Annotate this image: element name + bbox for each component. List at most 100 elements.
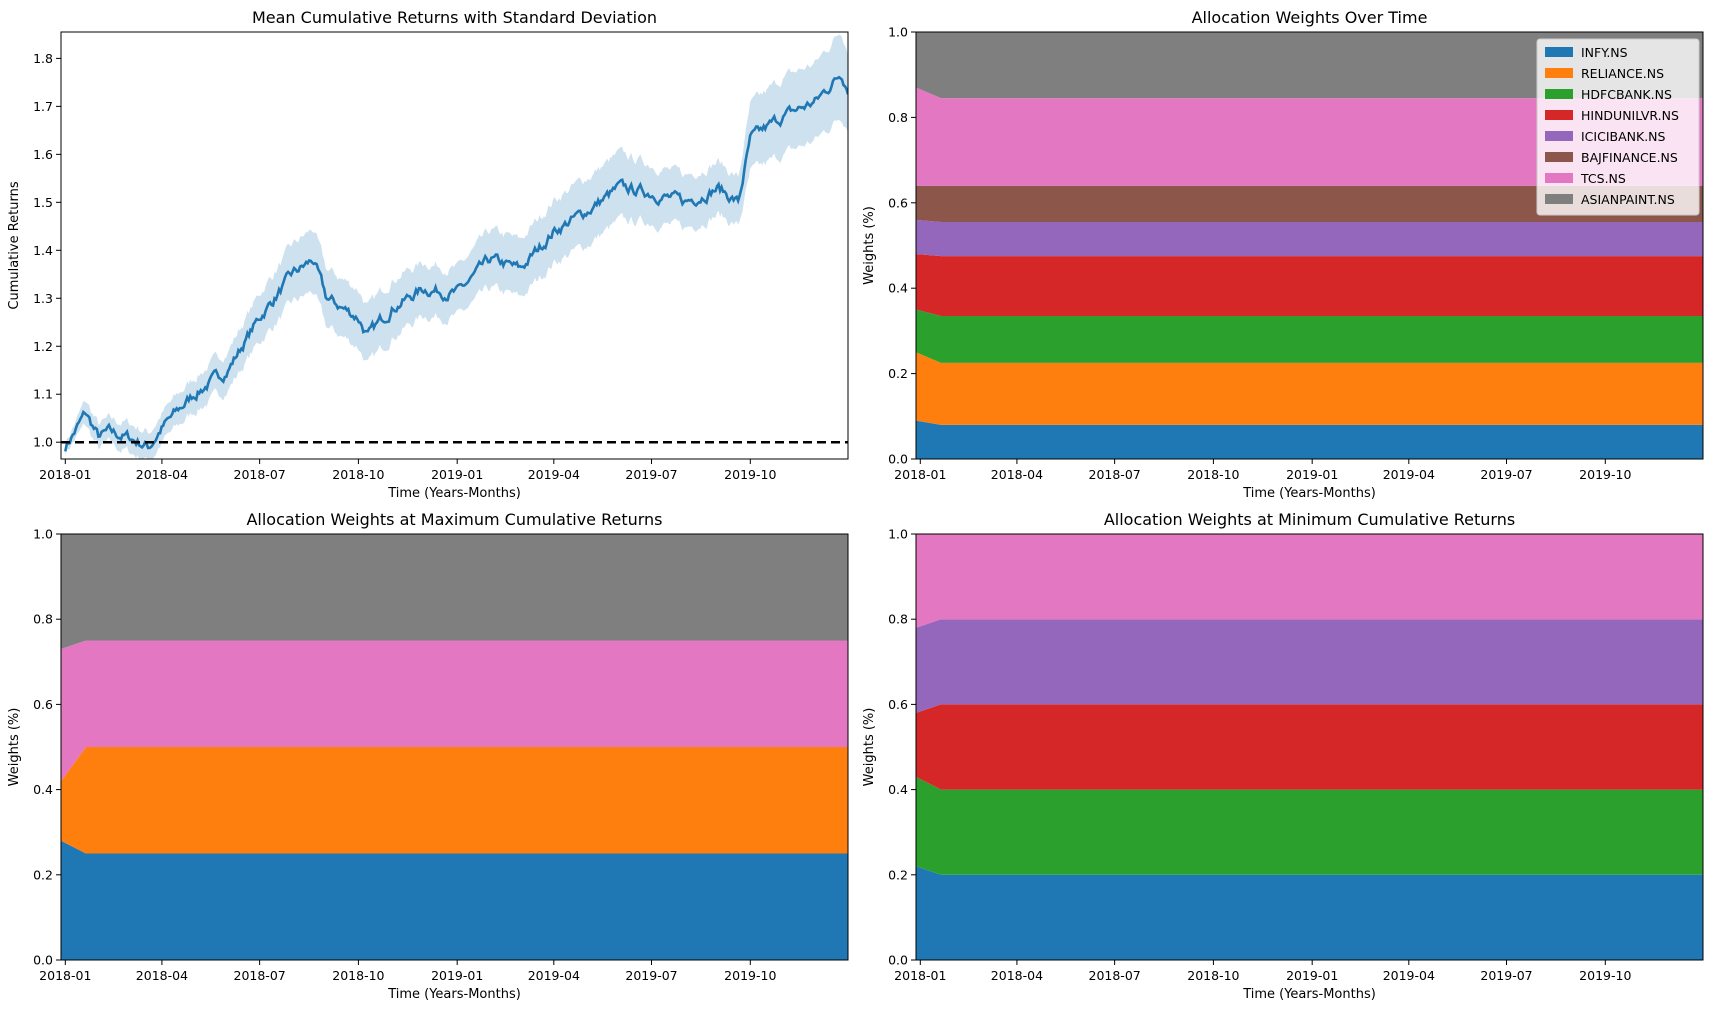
x-tick-label: 2018-10 xyxy=(332,467,384,482)
legend-label: HINDUNILVR.NS xyxy=(1581,108,1679,123)
plot-frame xyxy=(915,533,1704,961)
y-tick-label: 1.7 xyxy=(33,99,53,114)
x-tick-label: 2018-04 xyxy=(136,968,188,983)
area-tcs xyxy=(916,87,1703,186)
legend-swatch xyxy=(1545,68,1573,78)
y-tick-label: 1.8 xyxy=(33,51,53,66)
plot-frame xyxy=(915,31,1704,460)
y-tick-label: 1.0 xyxy=(33,527,53,542)
legend-swatch xyxy=(1545,89,1573,99)
x-tick-label: 2019-04 xyxy=(1383,968,1435,983)
area-tcs xyxy=(916,534,1703,628)
x-tick-label: 2019-04 xyxy=(528,968,580,983)
legend-label: ASIANPAINT.NS xyxy=(1581,192,1675,207)
x-tick-label: 2018-07 xyxy=(234,968,286,983)
x-tick-label: 2018-04 xyxy=(991,467,1043,482)
y-axis-label: Cumulative Returns xyxy=(7,181,22,309)
x-tick-label: 2019-10 xyxy=(724,467,776,482)
y-tick-label: 1.2 xyxy=(33,339,53,354)
chart-title: Mean Cumulative Returns with Standard De… xyxy=(252,8,657,27)
legend-box xyxy=(1536,38,1700,216)
area-infy xyxy=(916,866,1703,960)
legend-swatch xyxy=(1545,194,1573,204)
plot-frame xyxy=(60,31,849,460)
legend-label: RELIANCE.NS xyxy=(1581,66,1664,81)
x-tick-label: 2019-07 xyxy=(625,968,677,983)
x-tick-label: 2018-07 xyxy=(1089,467,1141,482)
panel-2: Allocation Weights at Maximum Cumulative… xyxy=(7,510,849,1002)
y-tick-label: 0.8 xyxy=(888,110,908,125)
y-tick-label: 0.8 xyxy=(888,612,908,627)
y-tick-label: 0.2 xyxy=(888,867,908,882)
std-band xyxy=(65,34,848,459)
y-tick-label: 0.2 xyxy=(888,366,908,381)
y-tick-label: 0.0 xyxy=(888,452,908,467)
x-tick-label: 2018-10 xyxy=(1187,467,1239,482)
x-tick-label: 2018-07 xyxy=(1089,968,1141,983)
y-tick-label: 1.5 xyxy=(33,195,53,210)
area-reliance xyxy=(916,352,1703,425)
area-infy xyxy=(61,840,848,960)
legend-label: BAJFINANCE.NS xyxy=(1581,150,1678,165)
x-tick-label: 2019-10 xyxy=(1579,968,1631,983)
area-reliance xyxy=(61,747,848,854)
y-tick-label: 1.0 xyxy=(888,25,908,40)
y-tick-label: 1.0 xyxy=(33,435,53,450)
area-infy xyxy=(916,420,1703,459)
x-tick-label: 2018-01 xyxy=(39,968,91,983)
y-tick-label: 0.6 xyxy=(888,697,908,712)
y-axis-label: Weights (%) xyxy=(862,206,877,285)
x-tick-label: 2019-07 xyxy=(1480,467,1532,482)
legend-swatch xyxy=(1545,131,1573,141)
y-tick-label: 1.3 xyxy=(33,291,53,306)
legend-swatch xyxy=(1545,47,1573,57)
legend-label: ICICIBANK.NS xyxy=(1581,129,1666,144)
legend-label: INFY.NS xyxy=(1581,45,1628,60)
y-tick-label: 0.2 xyxy=(33,867,53,882)
y-tick-label: 0.0 xyxy=(33,953,53,968)
plot-frame xyxy=(60,533,849,961)
x-tick-label: 2019-07 xyxy=(625,467,677,482)
y-tick-label: 0.4 xyxy=(33,782,53,797)
area-asianpaint xyxy=(61,534,848,650)
y-tick-label: 1.4 xyxy=(33,243,53,258)
y-tick-label: 0.8 xyxy=(33,612,53,627)
x-tick-label: 2019-01 xyxy=(431,467,483,482)
x-tick-label: 2019-01 xyxy=(1286,467,1338,482)
x-axis-label: Time (Years-Months) xyxy=(1242,486,1376,501)
panel-1: Allocation Weights Over Time 2018-01 2018-… xyxy=(862,8,1704,501)
y-axis-label: Weights (%) xyxy=(862,708,877,787)
x-tick-label: 2019-10 xyxy=(1579,467,1631,482)
legend-swatch xyxy=(1545,152,1573,162)
panel-0: Mean Cumulative Returns with Standard De… xyxy=(7,8,849,501)
x-axis-label: Time (Years-Months) xyxy=(1242,987,1376,1002)
area-hdfcbank xyxy=(916,309,1703,363)
legend-label: TCS.NS xyxy=(1580,171,1626,186)
x-tick-label: 2018-01 xyxy=(894,968,946,983)
x-tick-label: 2019-01 xyxy=(431,968,483,983)
y-tick-label: 0.0 xyxy=(888,953,908,968)
area-bajfinance xyxy=(916,185,1703,223)
chart-title: Allocation Weights Over Time xyxy=(1192,8,1428,27)
x-tick-label: 2019-10 xyxy=(724,968,776,983)
x-tick-label: 2018-01 xyxy=(894,467,946,482)
x-tick-label: 2018-10 xyxy=(332,968,384,983)
x-tick-label: 2018-01 xyxy=(39,467,91,482)
chart-title: Allocation Weights at Minimum Cumulative… xyxy=(1104,510,1515,529)
x-tick-label: 2019-04 xyxy=(528,467,580,482)
x-tick-label: 2018-07 xyxy=(234,467,286,482)
x-tick-label: 2019-04 xyxy=(1383,467,1435,482)
y-tick-label: 0.4 xyxy=(888,782,908,797)
area-tcs xyxy=(61,640,848,782)
y-tick-label: 0.6 xyxy=(33,697,53,712)
x-tick-label: 2019-01 xyxy=(1286,968,1338,983)
panel-3: Allocation Weights at Minimum Cumulative… xyxy=(862,510,1704,1002)
legend-swatch xyxy=(1545,173,1573,183)
y-tick-label: 0.6 xyxy=(888,195,908,210)
x-tick-label: 2018-10 xyxy=(1187,968,1239,983)
area-icicibank xyxy=(916,619,1703,713)
y-axis-label: Weights (%) xyxy=(7,708,22,787)
legend-swatch xyxy=(1545,110,1573,120)
area-asianpaint xyxy=(916,32,1703,99)
